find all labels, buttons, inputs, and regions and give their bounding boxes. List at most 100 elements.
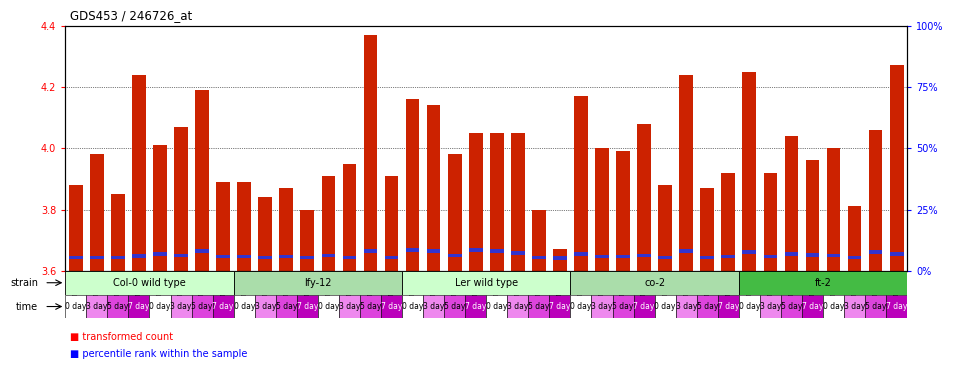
Bar (676, 295, 697, 318)
Text: 3 day: 3 day (844, 302, 865, 311)
Bar (69, 255, 83, 259)
Bar (427, 249, 441, 253)
Text: 0 day: 0 day (570, 302, 591, 311)
Bar (444, 295, 466, 318)
Text: 5 day: 5 day (612, 302, 634, 311)
Bar (90, 255, 104, 259)
Bar (763, 255, 778, 258)
Bar (511, 251, 525, 255)
Text: 3 day: 3 day (591, 302, 612, 311)
Bar (343, 255, 356, 259)
Bar (402, 271, 570, 295)
Bar (511, 133, 525, 271)
Bar (192, 295, 212, 318)
Text: 7 day: 7 day (802, 302, 823, 311)
Text: 7 day: 7 day (634, 302, 655, 311)
Bar (742, 72, 756, 271)
Bar (486, 295, 507, 318)
Bar (254, 295, 276, 318)
Text: ft-2: ft-2 (815, 278, 831, 288)
Bar (360, 295, 381, 318)
Bar (739, 295, 760, 318)
Text: 0 day: 0 day (823, 302, 844, 311)
Bar (701, 255, 714, 259)
Bar (111, 194, 125, 271)
Bar (212, 295, 233, 318)
Text: 3 day: 3 day (339, 302, 360, 311)
Bar (823, 295, 844, 318)
Text: 3 day: 3 day (170, 302, 192, 311)
Bar (466, 295, 486, 318)
Bar (574, 253, 588, 256)
Bar (532, 255, 545, 259)
Bar (279, 188, 293, 271)
Text: 3 day: 3 day (507, 302, 529, 311)
Bar (423, 295, 444, 318)
Bar (570, 271, 739, 295)
Bar (869, 130, 882, 271)
Bar (132, 254, 146, 258)
Text: 7 day: 7 day (718, 302, 739, 311)
Bar (65, 271, 233, 295)
Text: time: time (15, 302, 37, 311)
Bar (763, 173, 778, 271)
Bar (300, 210, 314, 271)
Bar (659, 255, 672, 259)
Bar (258, 255, 272, 259)
Bar (848, 206, 861, 271)
Bar (343, 164, 356, 271)
Text: strain: strain (10, 278, 37, 288)
Bar (616, 255, 630, 258)
Bar (195, 90, 209, 271)
Bar (447, 254, 462, 257)
Text: 5 day: 5 day (108, 302, 129, 311)
Bar (634, 295, 655, 318)
Bar (364, 249, 377, 253)
Bar (402, 295, 423, 318)
Bar (468, 133, 483, 271)
Bar (65, 295, 86, 318)
Bar (701, 188, 714, 271)
Text: 0 day: 0 day (738, 302, 760, 311)
Text: 7 day: 7 day (129, 302, 150, 311)
Text: 0 day: 0 day (655, 302, 676, 311)
Text: 3 day: 3 day (423, 302, 444, 311)
Bar (233, 295, 254, 318)
Text: 3 day: 3 day (254, 302, 276, 311)
Bar (406, 99, 420, 271)
Bar (553, 257, 566, 260)
Text: 5 day: 5 day (444, 302, 466, 311)
Bar (805, 161, 819, 271)
Bar (718, 295, 739, 318)
Bar (659, 185, 672, 271)
Bar (612, 295, 634, 318)
Bar (216, 182, 230, 271)
Bar (507, 295, 528, 318)
Bar (680, 75, 693, 271)
Text: 5 day: 5 day (697, 302, 718, 311)
Bar (154, 145, 167, 271)
Text: 5 day: 5 day (780, 302, 803, 311)
Bar (553, 249, 566, 271)
Bar (129, 295, 150, 318)
Text: 0 day: 0 day (402, 302, 423, 311)
Text: lfy-12: lfy-12 (304, 278, 331, 288)
Bar (595, 148, 609, 271)
Bar (784, 136, 799, 271)
Text: 5 day: 5 day (865, 302, 886, 311)
Text: 7 day: 7 day (212, 302, 234, 311)
Bar (827, 148, 840, 271)
Bar (381, 295, 402, 318)
Bar (364, 35, 377, 271)
Text: GDS453 / 246726_at: GDS453 / 246726_at (70, 9, 192, 22)
Text: 0 day: 0 day (233, 302, 254, 311)
Text: 0 day: 0 day (486, 302, 508, 311)
Bar (108, 295, 129, 318)
Bar (90, 154, 104, 271)
Bar (616, 151, 630, 271)
Bar (886, 295, 907, 318)
Bar (468, 249, 483, 252)
Bar (318, 295, 339, 318)
Bar (132, 75, 146, 271)
Bar (655, 295, 676, 318)
